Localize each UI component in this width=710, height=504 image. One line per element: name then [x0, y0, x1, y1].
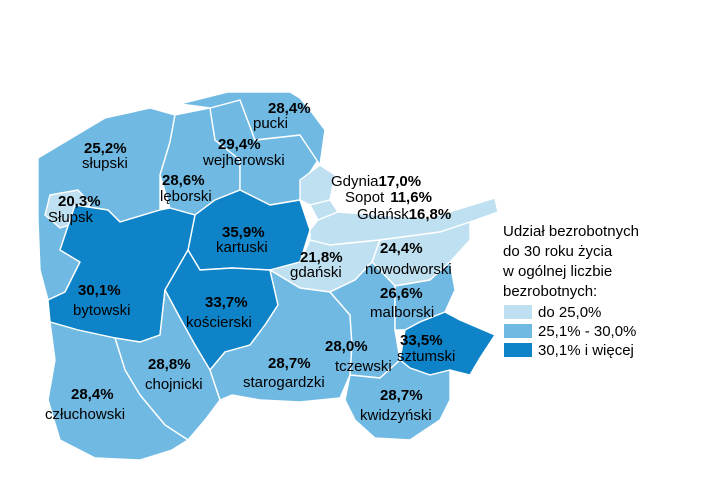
label-value-kartuski: 35,9% [222, 224, 265, 241]
label-value-kwidzynski: 28,7% [380, 387, 423, 404]
label-value-czluchowski: 28,4% [71, 386, 114, 403]
label-value-leborski: 28,6% [162, 172, 205, 189]
legend-swatch-high [504, 343, 532, 357]
label-name-sopot: Sopot [345, 189, 385, 206]
label-name-kartuski: kartuski [216, 239, 268, 256]
label-gdynia: Gdynia17,0% [331, 173, 421, 190]
label-name-gdansk: Gdańsk [357, 206, 409, 223]
legend-label-high: 30,1% i więcej [538, 342, 634, 359]
label-value-chojnicki: 28,8% [148, 356, 191, 373]
label-value-gdynia: 17,0% [379, 173, 422, 190]
label-name-gdanski: gdański [290, 264, 342, 281]
legend-title-line-3: w ogólnej liczbie [502, 263, 612, 280]
legend-label-mid: 25,1% - 30,0% [538, 323, 636, 340]
label-value-koscierski: 33,7% [205, 294, 248, 311]
label-value-slupski: 25,2% [84, 140, 127, 157]
legend-swatch-low [504, 305, 532, 319]
label-name-wejherowski: wejherowski [202, 152, 285, 169]
legend-label-low: do 25,0% [538, 304, 601, 321]
label-value-wejherowski: 29,4% [218, 136, 261, 153]
label-value-nowodworski: 24,4% [380, 240, 423, 257]
label-gdansk: Gdańsk16,8% [357, 206, 451, 223]
label-value-starogardzki: 28,7% [268, 355, 311, 372]
label-value-tczewski: 28,0% [325, 338, 368, 355]
region-labels: 28,4% pucki 25,2% słupski 29,4% wejherow… [45, 100, 455, 424]
legend-title-line-2: do 30 roku życia [503, 243, 613, 260]
label-name-pucki: pucki [253, 115, 288, 132]
label-name-chojnicki: chojnicki [145, 376, 203, 393]
label-value-gdansk: 16,8% [409, 206, 452, 223]
label-value-sopot: 11,6% [390, 189, 432, 206]
label-name-starogardzki: starogardzki [243, 374, 325, 391]
region-kwidzynski [344, 359, 451, 441]
label-name-gdynia: Gdynia [331, 173, 379, 190]
label-value-gdanski: 21,8% [300, 249, 343, 266]
legend-title-line-1: Udział bezrobotnych [503, 223, 639, 240]
label-name-bytowski: bytowski [73, 302, 131, 319]
label-value-bytowski: 30,1% [78, 282, 121, 299]
region-czluchowski [47, 321, 189, 461]
label-name-malborski: malborski [370, 304, 434, 321]
label-name-sztumski: sztumski [397, 348, 455, 365]
label-value-pucki: 28,4% [268, 100, 311, 117]
label-name-tczewski: tczewski [335, 358, 392, 375]
label-value-slupsk: 20,3% [58, 193, 101, 210]
legend: Udział bezrobotnych do 30 roku życia w o… [502, 223, 639, 359]
label-name-nowodworski: nowodworski [365, 261, 452, 278]
label-name-kwidzynski: kwidzyński [360, 407, 432, 424]
label-name-czluchowski: człuchowski [45, 406, 125, 423]
label-value-malborski: 26,6% [380, 285, 423, 302]
label-name-slupski: słupski [82, 155, 128, 172]
region-pucki [179, 91, 326, 166]
label-value-sztumski: 33,5% [400, 332, 443, 349]
legend-swatch-mid [504, 324, 532, 338]
label-name-slupsk: Słupsk [48, 209, 94, 226]
label-name-leborski: lęborski [160, 188, 212, 205]
label-name-koscierski: kościerski [186, 314, 252, 331]
legend-title-line-4: bezrobotnych: [503, 283, 597, 300]
label-sopot: Sopot 11,6% [345, 189, 432, 206]
region-shapes [37, 91, 499, 461]
